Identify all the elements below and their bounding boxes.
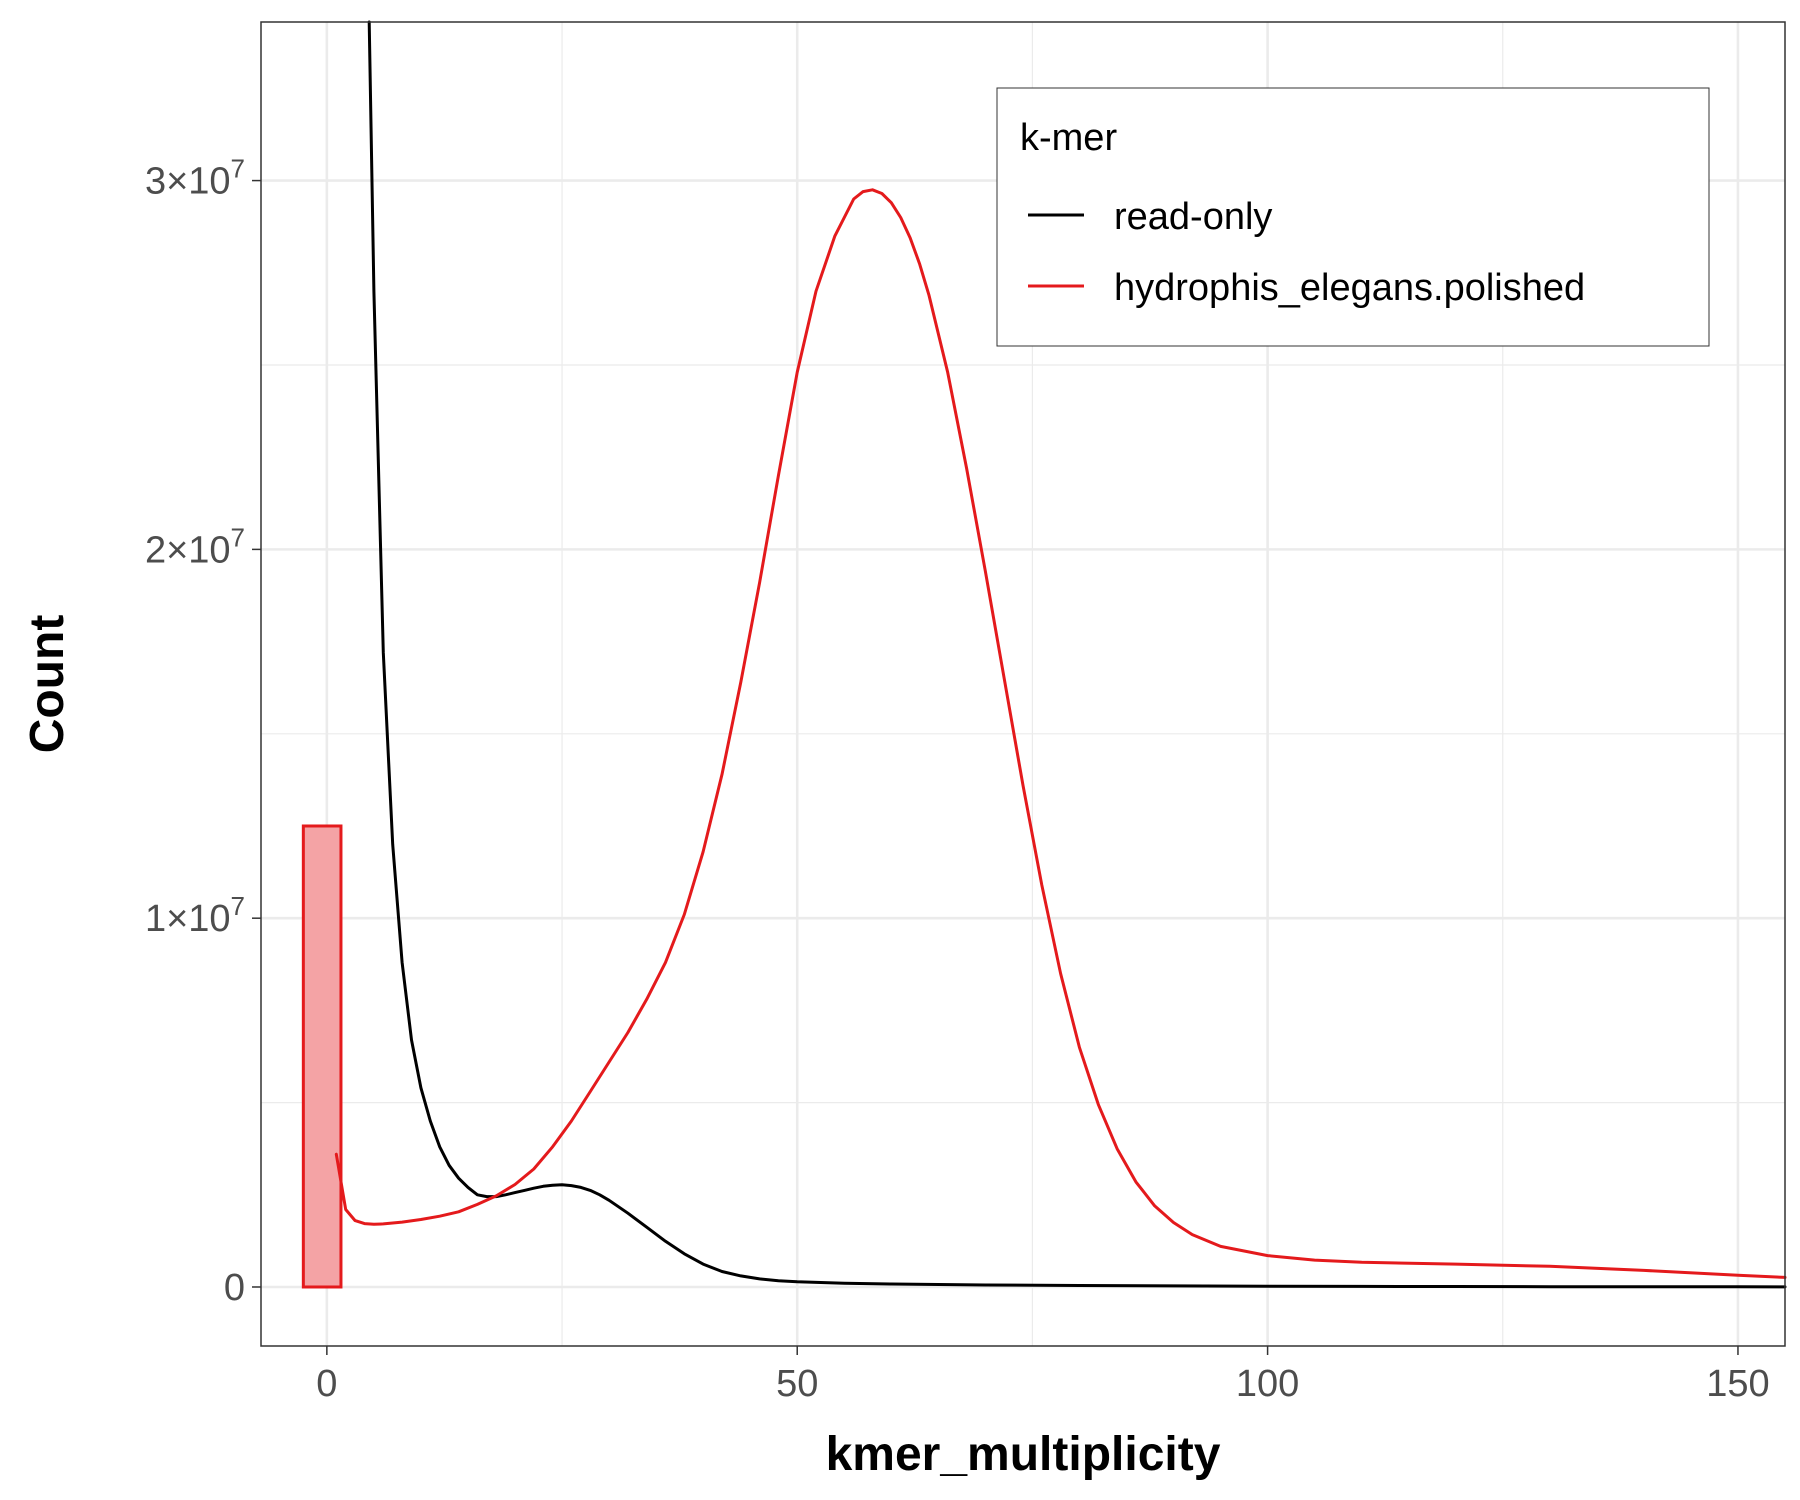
- x-tick-label: 0: [316, 1363, 337, 1405]
- legend-title: k-mer: [1020, 117, 1117, 159]
- x-tick-label: 50: [776, 1363, 818, 1405]
- legend-label-read-only: read-only: [1114, 196, 1272, 238]
- x-axis-ticks: 0 50 100 150: [316, 1346, 1770, 1405]
- y-tick-label: 3×107: [145, 154, 245, 203]
- x-tick-label: 150: [1706, 1363, 1769, 1405]
- legend-label-hydrophis-elegans-polished: hydrophis_elegans.polished: [1114, 267, 1585, 309]
- series-lines: [334, 20, 1787, 1289]
- legend: k-mer read-only hydrophis_elegans.polish…: [996, 87, 1710, 347]
- x-tick-label: 100: [1236, 1363, 1299, 1405]
- y-axis-title: Count: [21, 615, 74, 754]
- plot-border: [260, 21, 1786, 1347]
- series-line-hydrophis-elegans-polished: [334, 188, 1787, 1279]
- y-tick-label: 2×107: [145, 522, 245, 571]
- x-axis-title: kmer_multiplicity: [826, 1428, 1221, 1481]
- y-tick-label: 1×107: [145, 891, 245, 940]
- bars: [301, 824, 343, 1289]
- y-axis-ticks: 0 1×107 2×107 3×107: [145, 154, 261, 1309]
- bar: [301, 824, 343, 1289]
- legend-box: [996, 87, 1710, 347]
- series-line-read-only: [367, 20, 1787, 1289]
- y-tick-label: 0: [224, 1267, 245, 1309]
